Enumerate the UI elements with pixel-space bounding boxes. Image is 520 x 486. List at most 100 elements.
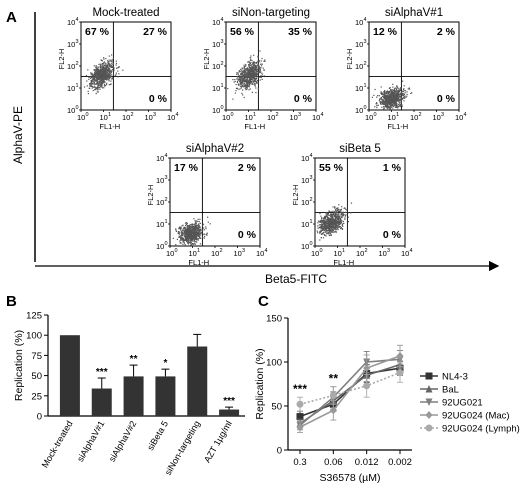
flow-event-dot <box>182 237 184 239</box>
flow-y-tick-label: 10 <box>212 62 220 71</box>
line-series <box>296 360 404 423</box>
flow-event-dot <box>199 218 201 220</box>
flow-event-dot <box>257 60 259 62</box>
flow-event-dot <box>387 91 389 93</box>
flow-event-dot <box>328 227 330 229</box>
flow-x-tick-label: 10 <box>77 113 85 122</box>
flow-event-dot <box>331 226 333 228</box>
flow-event-dot <box>195 240 197 242</box>
flow-event-dot <box>198 234 200 236</box>
flow-event-dot <box>91 81 93 83</box>
flow-event-dot <box>193 229 195 231</box>
flow-event-dot <box>113 69 115 71</box>
flow-event-dot <box>340 228 342 230</box>
flow-event-dot <box>103 63 105 65</box>
flow-event-dot <box>108 62 110 64</box>
flow-event-dot <box>191 228 193 230</box>
flow-event-dot <box>387 106 389 108</box>
flow-y-tick-label: 10 <box>301 154 309 163</box>
flow-event-dot <box>259 50 261 52</box>
flow-event-dot <box>383 95 385 97</box>
flow-event-dot <box>250 68 252 70</box>
flow-event-dot <box>327 219 329 221</box>
flow-event-dot <box>390 95 392 97</box>
flow-event-dot <box>194 226 196 228</box>
flow-event-dot <box>241 67 243 69</box>
flow-event-dot <box>395 100 397 102</box>
flow-event-dot <box>339 217 341 219</box>
flow-event-dot <box>248 65 250 67</box>
line-y-tick-label: 150 <box>266 314 282 325</box>
flow-event-dot <box>395 95 398 97</box>
flow-event-dot <box>254 85 256 87</box>
flow-event-dot <box>261 72 263 74</box>
flow-event-dot <box>332 213 334 215</box>
flow-event-dot <box>190 224 192 226</box>
flow-event-dot <box>317 232 319 234</box>
flow-event-dot <box>246 82 249 84</box>
flow-event-dot <box>324 215 326 217</box>
flow-x-axis-label: FL1-H <box>387 122 408 131</box>
legend-label: 92UG024 (Mac) <box>442 411 510 422</box>
flow-event-dot <box>110 66 112 68</box>
flow-event-dot <box>401 97 403 99</box>
flow-event-dot <box>92 78 95 80</box>
flow-event-dot <box>199 234 201 236</box>
flow-event-dot <box>390 99 392 101</box>
quadrant-lower-right-value: 0 % <box>294 93 313 105</box>
flow-event-dot <box>91 85 93 87</box>
flow-event-dot <box>189 236 191 238</box>
flow-event-dot <box>247 85 249 87</box>
flow-event-dot <box>191 232 193 234</box>
flow-event-dot <box>110 71 112 73</box>
flow-event-dot <box>187 229 189 231</box>
flow-event-dot <box>394 90 396 92</box>
flow-event-dot <box>395 93 397 95</box>
flow-event-dot <box>334 228 336 230</box>
flow-event-dot <box>329 226 331 228</box>
flow-event-dot <box>241 81 243 83</box>
flow-event-dot <box>394 106 396 108</box>
flow-event-dot <box>238 70 240 72</box>
flow-event-dot <box>334 219 336 221</box>
quadrant-upper-right-value: 27 % <box>143 26 168 38</box>
flow-x-tick-label: 10 <box>379 249 387 258</box>
flow-event-dot <box>237 84 239 86</box>
flow-x-tick-label: 10 <box>256 249 264 258</box>
flow-event-dot <box>194 241 196 243</box>
flow-event-dot <box>240 71 242 73</box>
flow-event-dot <box>336 210 338 212</box>
flow-event-dot <box>256 80 258 82</box>
flow-event-dot <box>389 103 391 105</box>
flow-event-dot <box>111 61 113 63</box>
quadrant-upper-right-value: 2 % <box>437 26 456 38</box>
flow-event-dot <box>381 103 383 105</box>
flow-event-dot <box>321 217 323 219</box>
flow-event-dot <box>241 92 243 94</box>
flow-event-dot <box>109 71 111 73</box>
flow-event-dot <box>393 105 395 107</box>
flow-event-dot <box>383 94 385 96</box>
flow-event-dot <box>393 90 395 92</box>
flow-event-dot <box>246 88 248 90</box>
flow-event-dot <box>109 75 111 77</box>
flow-event-dot <box>321 217 323 219</box>
flow-event-dot <box>387 95 389 97</box>
flow-event-dot <box>396 106 398 108</box>
flow-event-dot <box>243 83 246 85</box>
flow-event-dot <box>254 69 256 71</box>
flow-event-dot <box>382 100 384 102</box>
flow-event-dot <box>384 100 387 102</box>
flow-event-dot <box>395 98 397 100</box>
flow-event-dot <box>395 100 398 103</box>
flow-event-dot <box>114 75 116 77</box>
flow-event-dot <box>104 69 106 71</box>
flow-event-dot <box>253 70 255 72</box>
flow-event-dot <box>242 74 244 76</box>
flow-event-dot <box>385 99 387 101</box>
flow-event-dot <box>381 106 383 108</box>
flow-event-dot <box>185 229 187 231</box>
flow-event-dot <box>340 221 342 223</box>
flow-event-dot <box>106 79 108 81</box>
flow-event-dot <box>99 63 101 65</box>
